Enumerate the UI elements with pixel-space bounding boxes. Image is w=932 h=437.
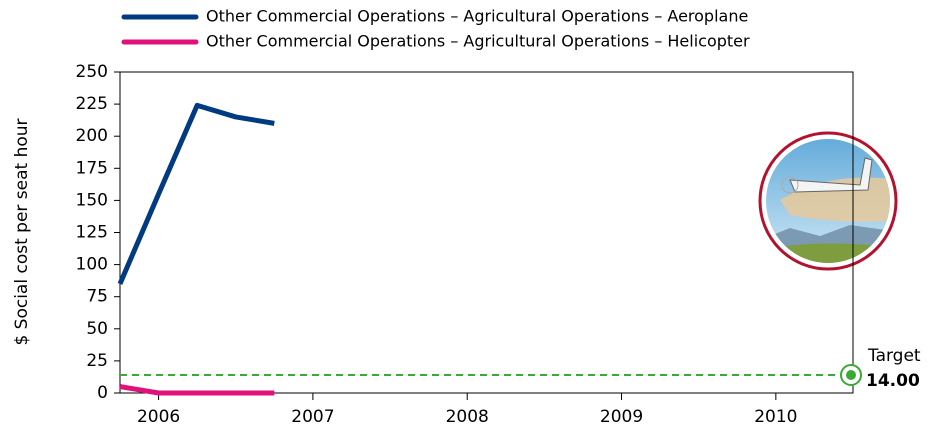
y-tick-label: 75 [86,287,108,307]
y-tick-label: 25 [86,351,108,371]
series-line [120,105,274,283]
y-tick-label: 200 [76,126,108,146]
chart: $ Social cost per seat hour 0 25 50 75 100 12… [0,0,932,437]
y-axis-label: $ Social cost per seat hour [12,118,32,345]
x-tick-label: 2008 [446,407,489,427]
photo [760,133,900,273]
y-tick-label: 175 [76,158,108,178]
y-tick-label: 100 [76,255,108,275]
plot-frame [120,72,853,393]
y-tick-label: 150 [76,190,108,210]
series-line [120,387,274,393]
y-tick-label: 125 [76,223,108,243]
target-label: Target [867,346,921,366]
y-tick-label: 50 [86,319,108,339]
y-tick-label: 0 [97,383,108,403]
legend-text: Other Commercial Operations – Agricultur… [206,32,750,51]
x-tick-label: 2010 [754,407,797,427]
target-marker-inner [846,370,856,380]
x-tick-label: 2007 [291,407,334,427]
y-tick-label: 250 [76,62,108,82]
x-tick-label: 2009 [600,407,643,427]
y-tick-label: 225 [76,94,108,114]
x-tick-label: 2006 [137,407,180,427]
legend-text: Other Commercial Operations – Agricultur… [206,7,748,26]
target-value: 14.00 [866,371,920,391]
